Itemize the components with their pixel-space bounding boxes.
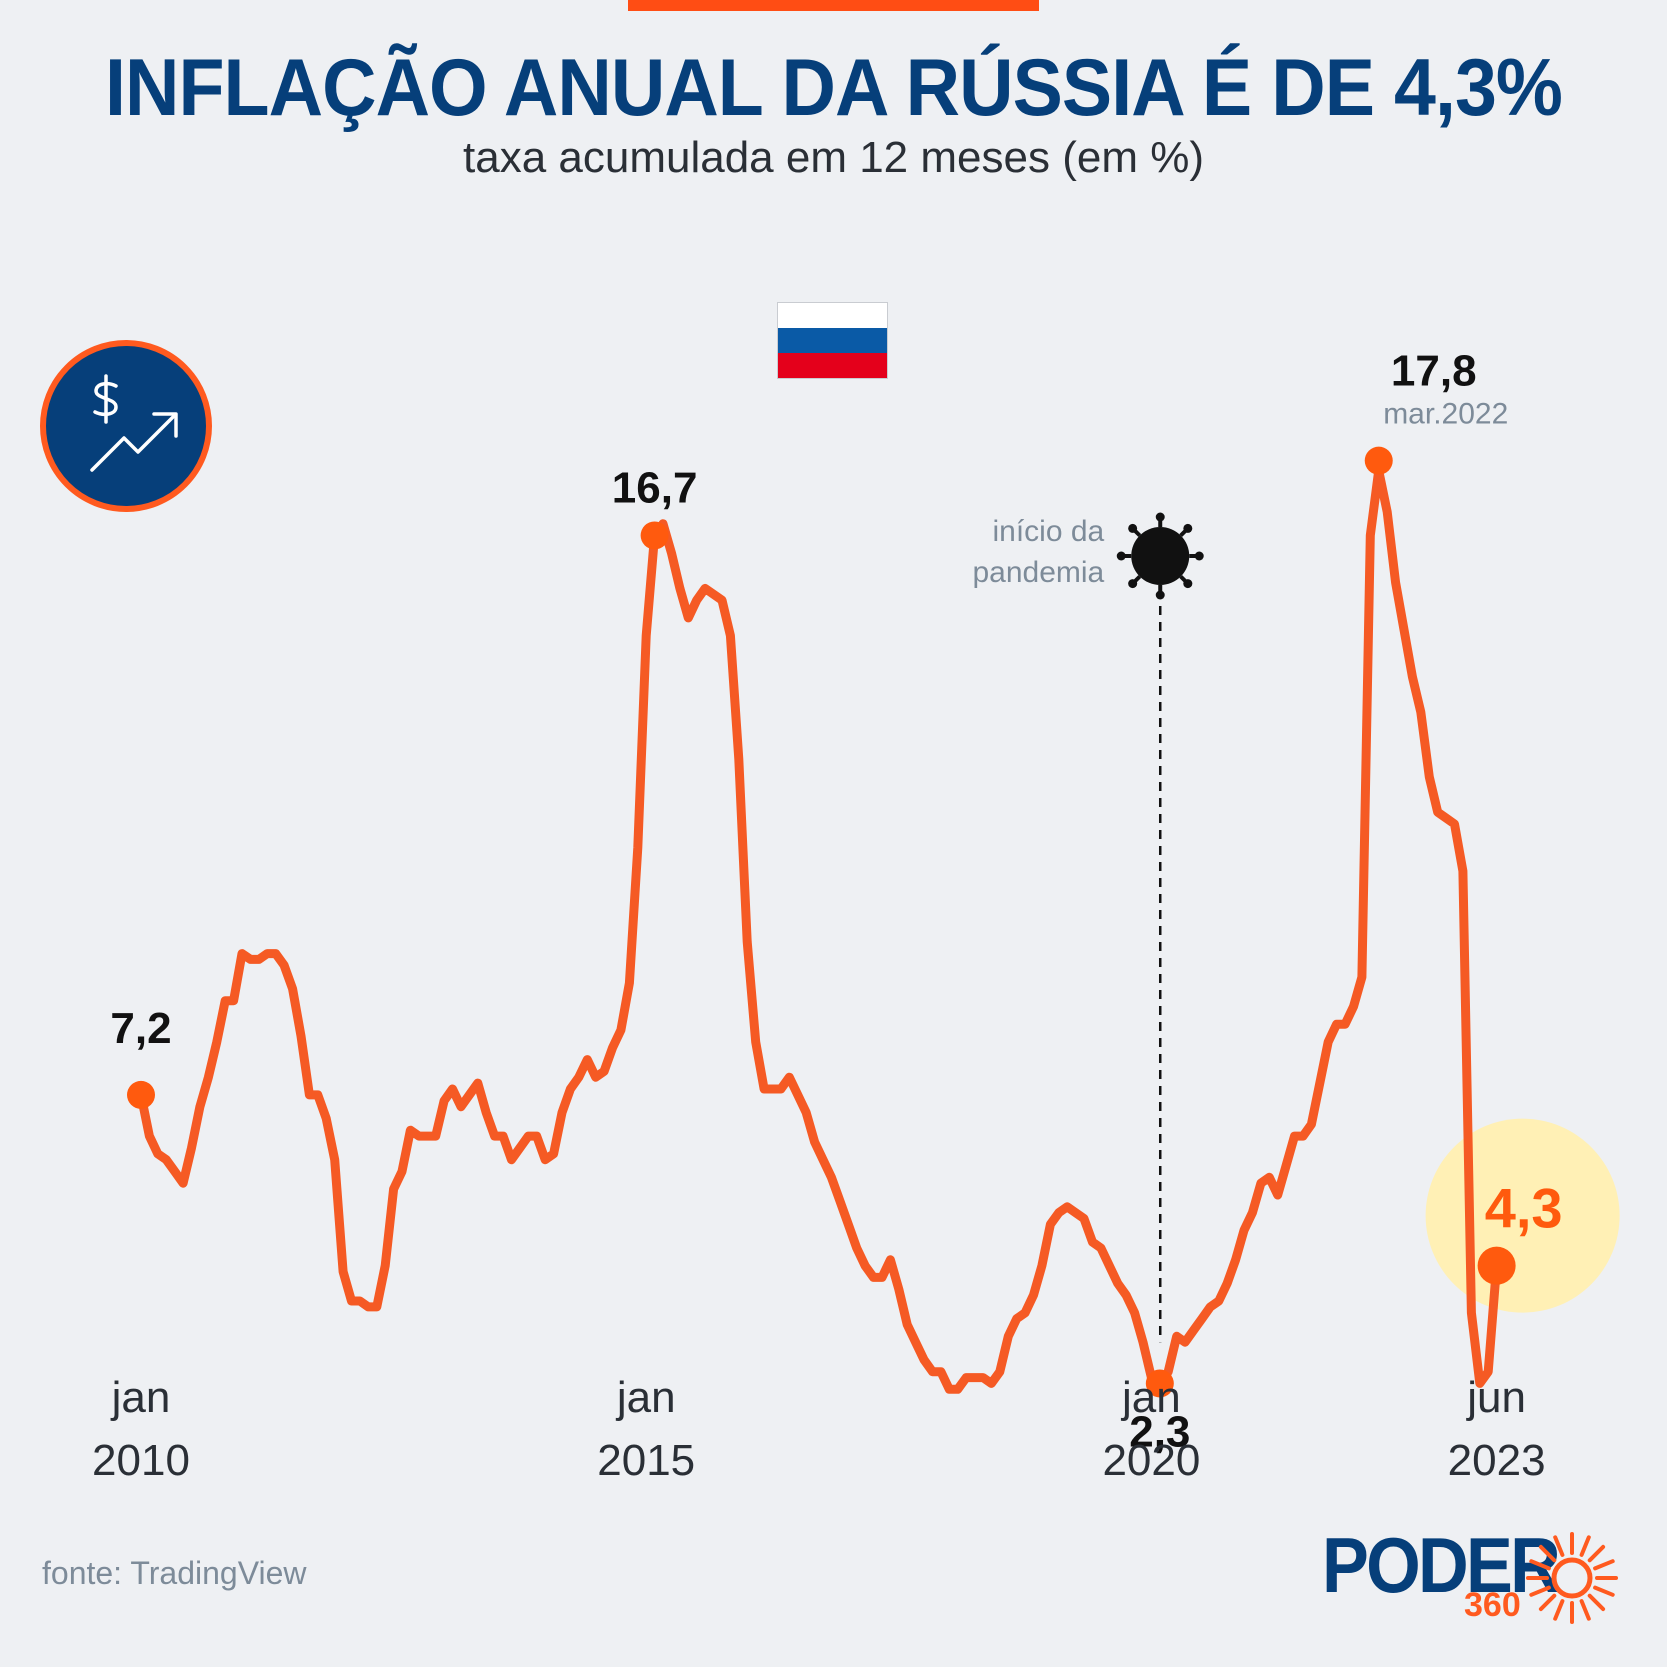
annotation-label: 16,7 (612, 463, 698, 512)
sun-ray (1538, 1593, 1557, 1612)
annotation-point (1477, 1246, 1516, 1285)
x-tick-year: 2015 (597, 1436, 695, 1485)
page-title: INFLAÇÃO ANUAL DA RÚSSIA É DE 4,3% (104, 43, 1563, 133)
russia-flag-icon (777, 302, 888, 379)
annotation-point (640, 521, 669, 550)
logo-number: 360 (1464, 1586, 1521, 1624)
annotation-note: mar.2022 (1383, 398, 1508, 431)
x-tick-year: 2023 (1448, 1436, 1546, 1485)
sun-ray (1593, 1559, 1615, 1571)
sun-ray (1587, 1544, 1606, 1563)
annotation-point (1364, 446, 1393, 475)
x-tick-year: 2010 (92, 1436, 190, 1485)
top-accent-bar (628, 0, 1039, 11)
annotation-label: 4,3 (1485, 1177, 1563, 1240)
annotation-point (1145, 1369, 1174, 1398)
virus-spike-tip (1116, 551, 1126, 561)
virus-body (1131, 527, 1190, 585)
pandemic-label-line2: pandemia (972, 556, 1104, 589)
x-tick-month: jan (110, 1373, 171, 1422)
x-tick-month: jan (1120, 1373, 1181, 1422)
x-tick-year: 2020 (1102, 1436, 1200, 1485)
series-line (136, 466, 1502, 1394)
poder360-logo: PODER 360 (1322, 1520, 1642, 1630)
virus-spike-tip (1183, 523, 1193, 533)
logo-word: PODER (1322, 1521, 1561, 1609)
pandemic-label-line1: início da (992, 515, 1104, 548)
page-subtitle: taxa acumulada em 12 meses (em %) (463, 133, 1204, 182)
virus-icon (1116, 512, 1204, 600)
sun-ray (1553, 1535, 1565, 1557)
source-note: fonte: TradingView (42, 1555, 307, 1591)
sun-ray (1587, 1593, 1606, 1612)
virus-spike-tip (1183, 579, 1193, 589)
x-tick-month: jun (1465, 1373, 1526, 1422)
sun-ray (1538, 1544, 1557, 1563)
sun-ray (1579, 1599, 1591, 1621)
x-tick-month: jan (615, 1373, 676, 1422)
money-growth-icon (40, 340, 212, 512)
annotation-point (127, 1080, 155, 1109)
annotation-label: 7,2 (110, 1004, 171, 1053)
sunburst-icon (1526, 1532, 1618, 1624)
virus-spike-tip (1155, 590, 1165, 600)
annotation-label: 2,3 (1129, 1407, 1190, 1456)
sun-ray (1593, 1585, 1615, 1597)
virus-spike-tip (1128, 579, 1138, 589)
sun-ray (1529, 1585, 1551, 1597)
sun-ray (1529, 1559, 1551, 1571)
sun-ray (1579, 1535, 1591, 1557)
annotation-label: 17,8 (1391, 347, 1477, 396)
sun-ray (1553, 1599, 1565, 1621)
virus-spike-tip (1194, 551, 1204, 561)
virus-spike-tip (1128, 523, 1138, 533)
virus-spike-tip (1155, 512, 1165, 522)
